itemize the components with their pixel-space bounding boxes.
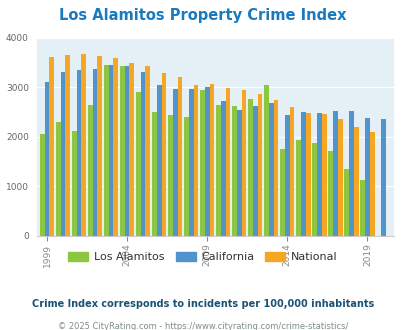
Bar bbox=[45, 82, 49, 236]
Bar bbox=[305, 113, 310, 236]
Bar bbox=[87, 105, 92, 236]
Bar bbox=[337, 119, 342, 236]
Bar bbox=[183, 117, 188, 236]
Bar bbox=[364, 118, 369, 236]
Bar bbox=[236, 110, 241, 236]
Bar bbox=[193, 85, 198, 236]
Bar bbox=[65, 55, 70, 236]
Text: © 2025 CityRating.com - https://www.cityrating.com/crime-statistics/: © 2025 CityRating.com - https://www.city… bbox=[58, 322, 347, 330]
Bar bbox=[109, 65, 113, 236]
Bar bbox=[145, 66, 150, 236]
Bar bbox=[177, 77, 182, 236]
Bar bbox=[220, 101, 225, 236]
Text: Los Alamitos Property Crime Index: Los Alamitos Property Crime Index bbox=[59, 8, 346, 23]
Bar bbox=[289, 107, 294, 236]
Bar bbox=[369, 131, 374, 236]
Bar bbox=[55, 122, 60, 236]
Bar bbox=[295, 141, 300, 236]
Bar bbox=[311, 143, 316, 236]
Bar bbox=[113, 58, 118, 236]
Bar bbox=[209, 84, 214, 236]
Bar bbox=[119, 66, 124, 236]
Bar bbox=[316, 113, 321, 236]
Bar bbox=[231, 106, 236, 236]
Bar bbox=[60, 72, 65, 236]
Bar bbox=[359, 180, 364, 236]
Bar bbox=[77, 70, 81, 236]
Bar bbox=[97, 56, 102, 236]
Bar bbox=[136, 92, 141, 236]
Bar bbox=[252, 106, 257, 236]
Bar bbox=[104, 65, 109, 236]
Legend: Los Alamitos, California, National: Los Alamitos, California, National bbox=[64, 248, 341, 267]
Bar bbox=[49, 57, 54, 236]
Bar bbox=[215, 105, 220, 236]
Bar bbox=[247, 99, 252, 236]
Bar bbox=[204, 87, 209, 236]
Bar bbox=[257, 94, 262, 236]
Bar bbox=[172, 89, 177, 236]
Bar bbox=[241, 90, 246, 236]
Bar bbox=[151, 112, 156, 236]
Bar bbox=[268, 103, 273, 236]
Bar bbox=[161, 73, 166, 236]
Bar bbox=[380, 119, 385, 236]
Bar bbox=[168, 115, 172, 236]
Bar bbox=[129, 63, 134, 236]
Bar bbox=[279, 149, 284, 236]
Bar bbox=[273, 100, 278, 236]
Bar bbox=[188, 89, 193, 236]
Bar bbox=[284, 115, 289, 236]
Bar bbox=[300, 112, 305, 236]
Bar bbox=[156, 85, 161, 236]
Bar bbox=[348, 111, 353, 236]
Bar bbox=[321, 114, 326, 236]
Bar bbox=[40, 135, 45, 236]
Bar bbox=[332, 111, 337, 236]
Bar bbox=[141, 72, 145, 236]
Bar bbox=[124, 66, 129, 236]
Bar bbox=[263, 85, 268, 236]
Bar bbox=[225, 88, 230, 236]
Bar bbox=[92, 69, 97, 236]
Bar bbox=[343, 169, 348, 236]
Bar bbox=[200, 90, 204, 236]
Text: Crime Index corresponds to incidents per 100,000 inhabitants: Crime Index corresponds to incidents per… bbox=[32, 299, 373, 309]
Bar bbox=[327, 151, 332, 236]
Bar bbox=[81, 54, 86, 236]
Bar bbox=[72, 130, 77, 236]
Bar bbox=[353, 127, 358, 236]
